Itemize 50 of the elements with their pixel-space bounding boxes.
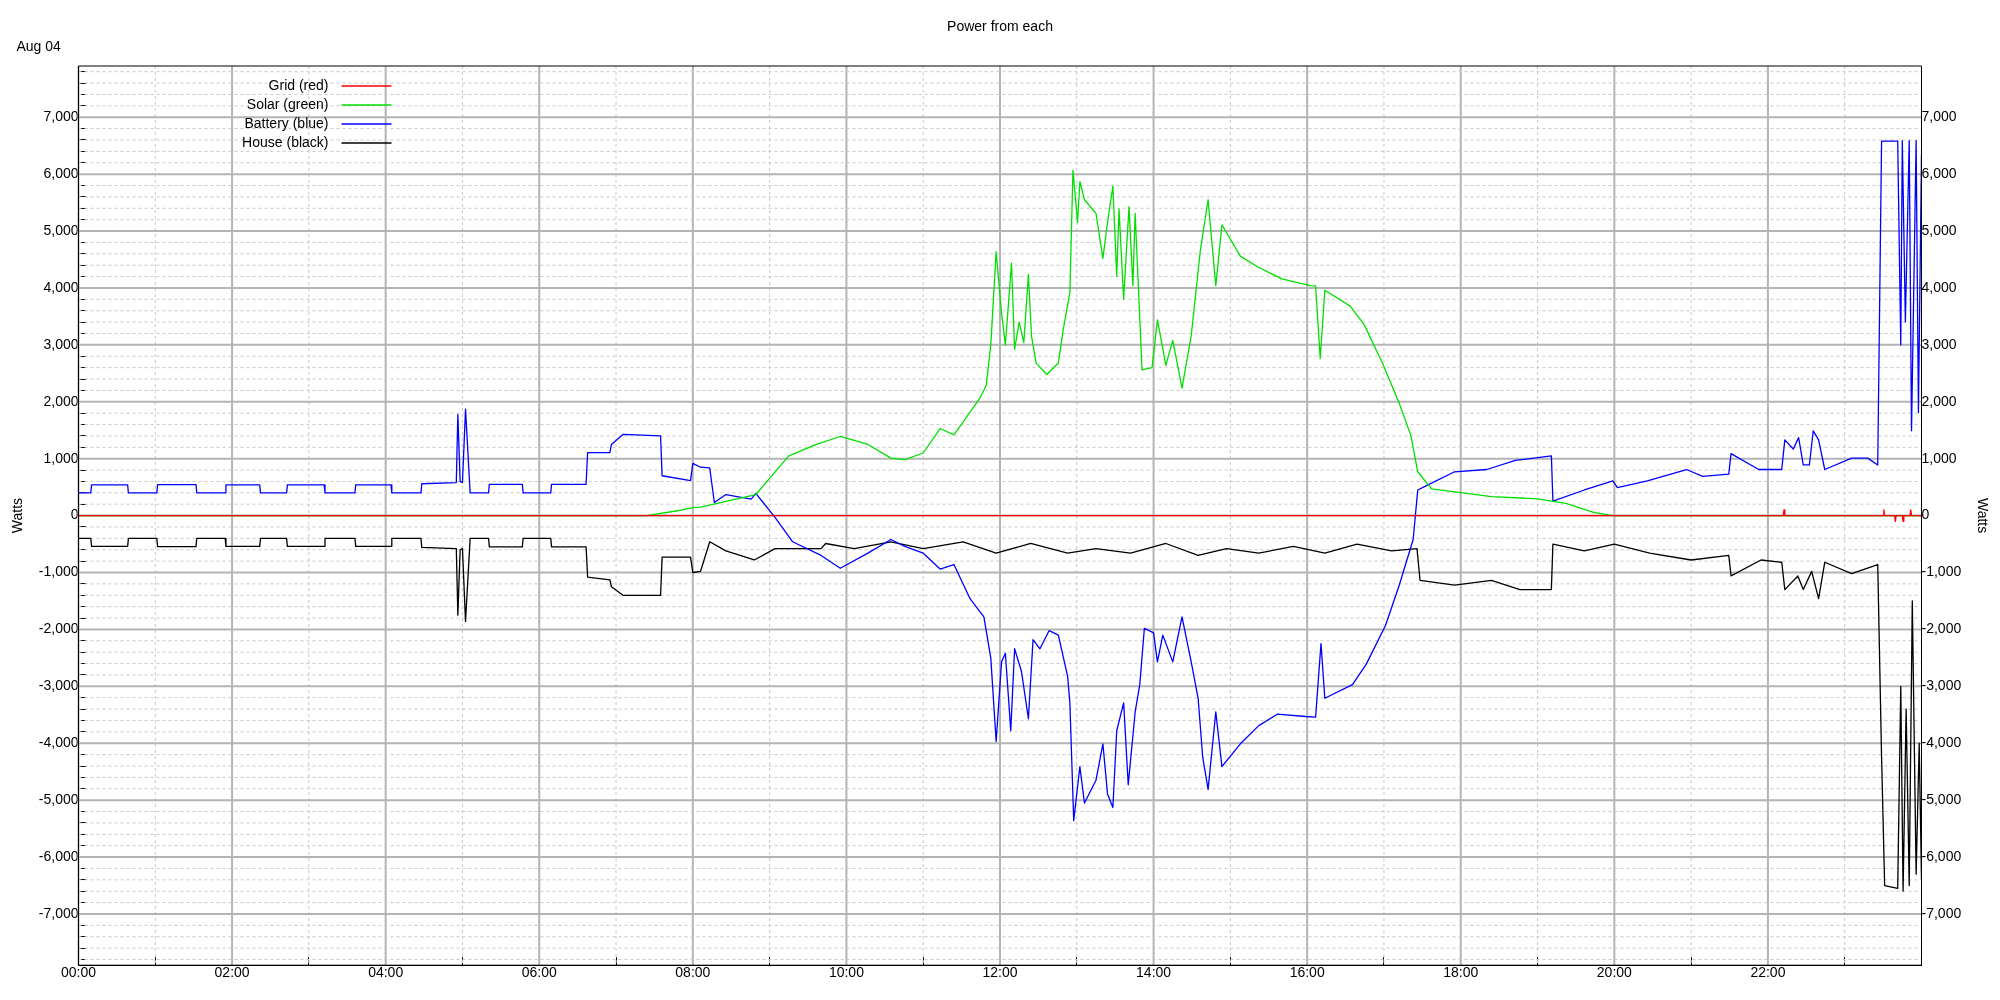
y-tick-label: -6,000 [38, 847, 79, 864]
text: Aug 04 [16, 37, 62, 54]
y-tick-label: 5,000 [43, 221, 79, 238]
x-tick-label: 18:00 [1443, 964, 1479, 981]
x-tick-label: 00:00 [60, 964, 97, 981]
y2-axis-title: Watts [1974, 497, 1991, 534]
y2-tick-label: 3,000 [1921, 335, 1957, 352]
y-tick-label: 0 [70, 506, 79, 523]
y2-tick-label: 6,000 [1921, 164, 1957, 181]
legend-label: Battery (blue) [244, 114, 329, 131]
y-tick-label: 6,000 [43, 164, 79, 181]
y2-tick-label: -3,000 [1921, 677, 1962, 694]
legend-label: Solar (green) [246, 95, 329, 112]
x-tick-label: 06:00 [521, 964, 557, 981]
legend-label: House (black) [242, 133, 329, 150]
y-tick-label: -4,000 [38, 734, 79, 751]
y-tick-label: 1,000 [43, 449, 79, 466]
y-tick-label: 7,000 [43, 108, 79, 125]
y-tick-label: -1,000 [38, 563, 79, 580]
y2-tick-label: 5,000 [1921, 221, 1957, 238]
y2-tick-label: -1,000 [1921, 563, 1962, 580]
y2-tick-label: -4,000 [1921, 734, 1962, 751]
x-tick-label: 08:00 [675, 964, 711, 981]
y2-tick-label: -2,000 [1921, 620, 1962, 637]
y2-tick-label: -7,000 [1921, 904, 1962, 921]
x-tick-label: 04:00 [368, 964, 404, 981]
y-tick-label: 4,000 [43, 278, 79, 295]
x-tick-label: 10:00 [828, 964, 865, 981]
y2-tick-label: 2,000 [1921, 392, 1957, 409]
y-tick-label: -2,000 [38, 620, 79, 637]
y2-tick-label: 7,000 [1921, 108, 1957, 125]
legend-label: Grid (red) [268, 76, 329, 93]
x-tick-label: 02:00 [214, 964, 250, 981]
x-tick-label: 12:00 [982, 964, 1018, 981]
y-tick-label: 3,000 [43, 335, 79, 352]
y-tick-label: -5,000 [38, 791, 79, 808]
y2-tick-label: 0 [1921, 506, 1930, 523]
y2-tick-label: 4,000 [1921, 278, 1957, 295]
y2-tick-label: -5,000 [1921, 791, 1962, 808]
y-tick-label: 2,000 [43, 392, 79, 409]
y2-tick-label: -6,000 [1921, 847, 1962, 864]
x-tick-label: 20:00 [1596, 964, 1633, 981]
chart-title: Power from each [947, 17, 1053, 34]
y2-tick-label: 1,000 [1921, 449, 1957, 466]
y-tick-label: -3,000 [38, 677, 79, 694]
x-tick-label: 16:00 [1289, 964, 1325, 981]
y-tick-label: -7,000 [38, 904, 79, 921]
y-axis-title: Watts [9, 497, 26, 534]
x-tick-label: 22:00 [1750, 964, 1786, 981]
x-tick-label: 14:00 [1136, 964, 1172, 981]
